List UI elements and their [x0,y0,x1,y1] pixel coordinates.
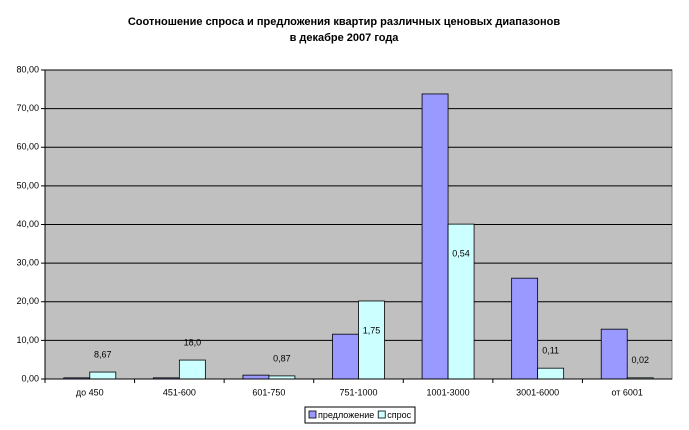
y-tick-label: 50,00 [16,180,39,190]
annotation: 0,11 [542,346,559,356]
annotation: 18,0 [184,337,202,347]
x-tick-label: 601-750 [252,387,285,397]
x-tick-label: 751-1000 [339,387,377,397]
annotation: 0,54 [452,248,470,258]
x-tick-label: до 450 [76,387,104,397]
annotation: 0,02 [631,355,649,365]
y-tick-label: 60,00 [16,142,39,152]
bar [447,223,475,380]
x-tick-label: 1001-3000 [427,387,470,397]
bar [89,371,117,380]
x-tick-label: от 6001 [611,387,642,397]
legend-swatch [377,410,386,419]
legend-swatch [308,410,317,419]
x-tick-label: 3001-6000 [516,387,559,397]
bar [421,93,449,380]
y-tick-label: 0,00 [21,373,39,383]
bar [537,367,565,380]
bar [178,359,206,380]
bar [242,374,270,380]
annotation: 0,87 [273,353,291,363]
bar [600,328,628,380]
legend-label: спрос [387,410,411,420]
legend-label: предложение [318,410,374,420]
chart-title: Соотношение спроса и предложения квартир… [128,16,561,28]
x-tick-label: 451-600 [163,387,196,397]
chart-subtitle: в декабре 2007 года [290,32,400,44]
annotation: 1,75 [363,325,381,335]
y-tick-label: 40,00 [16,219,39,229]
bar [358,300,385,380]
y-tick-label: 20,00 [16,296,39,306]
y-tick-label: 70,00 [16,103,39,113]
y-tick-label: 80,00 [16,64,39,74]
bar [332,333,359,380]
legend-box [304,406,416,424]
annotation: 8,67 [94,349,112,359]
y-tick-label: 10,00 [16,335,39,345]
bar [511,277,539,380]
y-tick-label: 30,00 [16,258,39,268]
